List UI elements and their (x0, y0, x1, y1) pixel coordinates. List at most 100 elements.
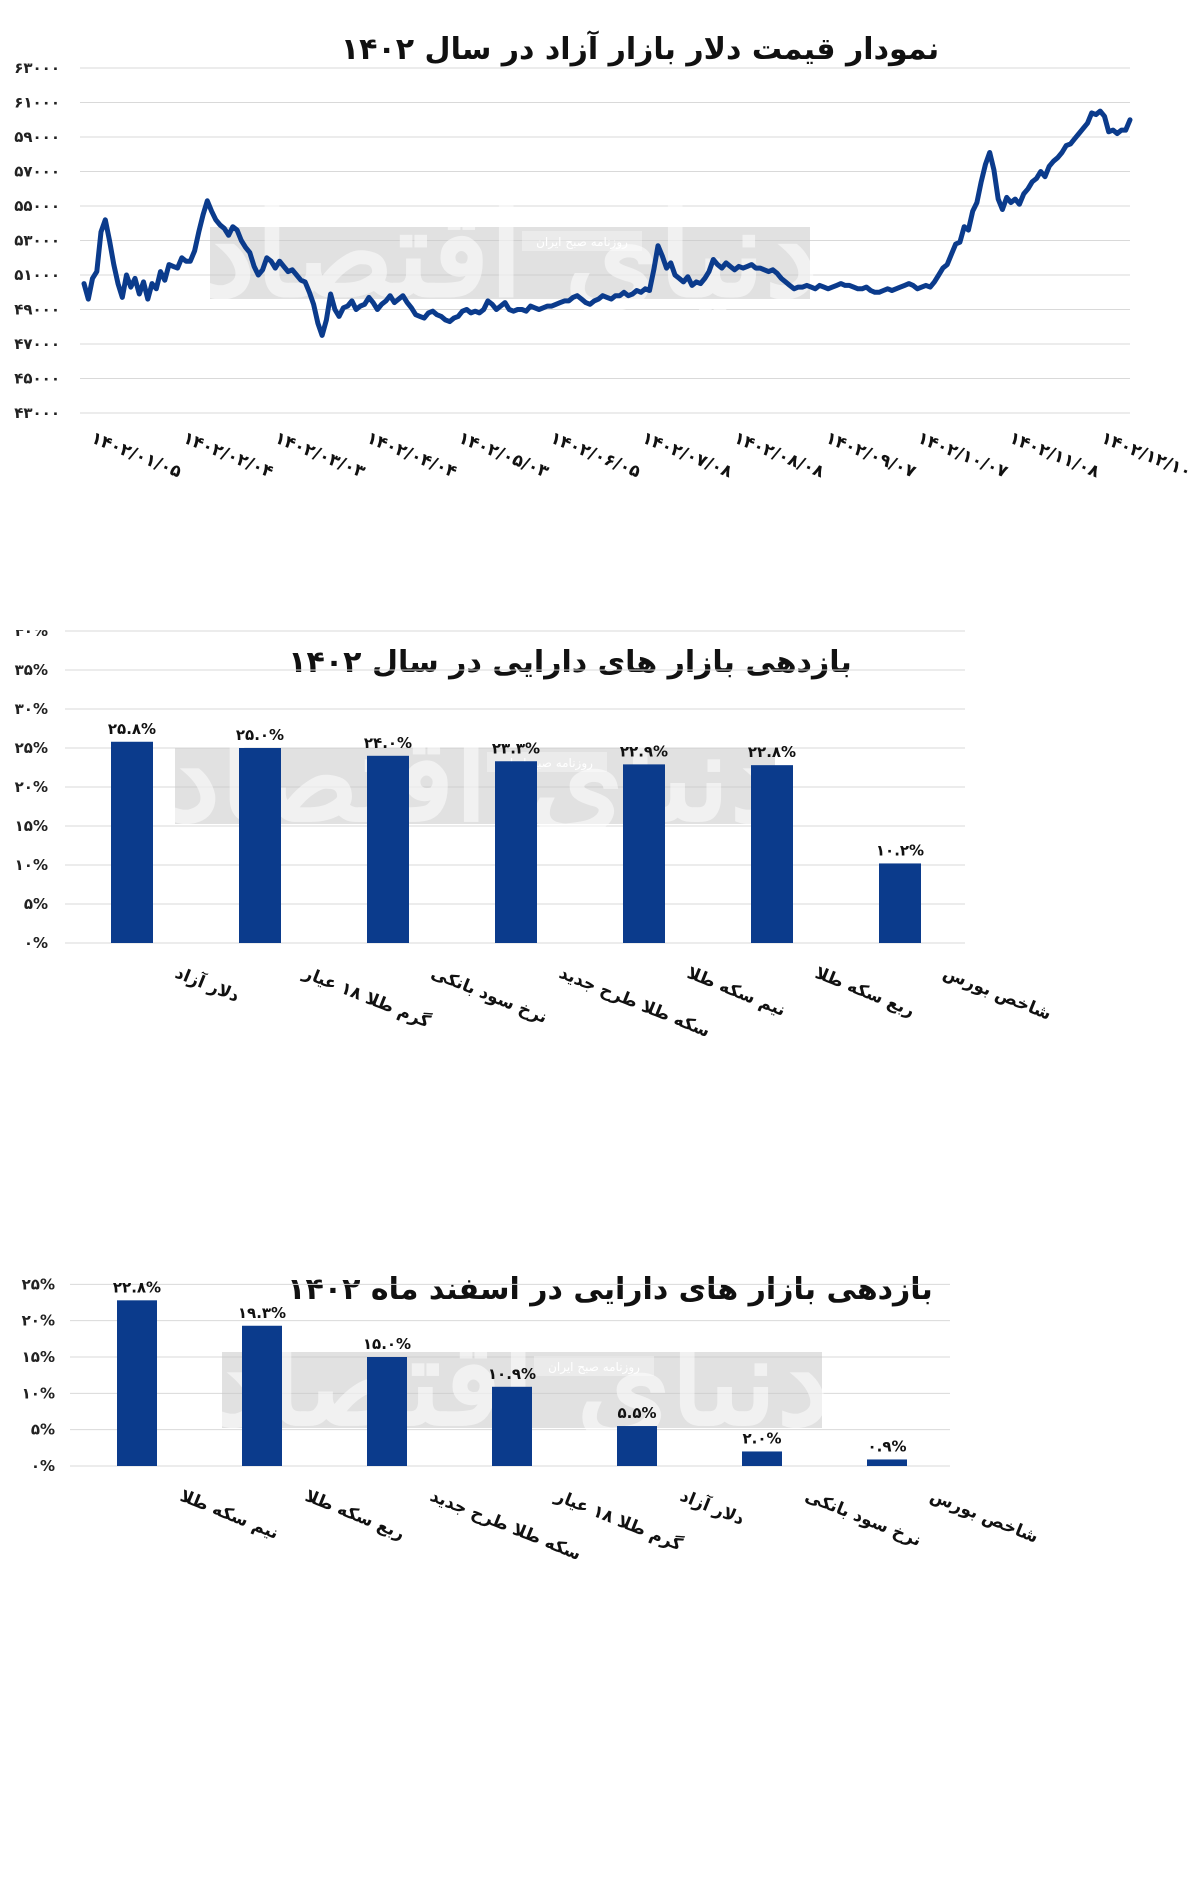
y-tick-label: ۳۵% (15, 661, 48, 679)
y-tick-label: ۴۹۰۰۰ (14, 301, 60, 319)
y-tick-label: ۲۰% (22, 1312, 55, 1330)
x-axis: نیم سکه طلا ربع سکه طلا سکه طلا طرح جدیدگر… (177, 1484, 1041, 1565)
x-tick-label: ۱۴۰۲/۰۲/۰۴ (180, 428, 276, 482)
y-tick-label: ۱۵% (22, 1348, 55, 1366)
x-tick-label: ۱۴۰۲/۰۶/۰۵ (547, 428, 643, 482)
x-tick-label: ۱۴۰۲/۱۱/۰۸ (1006, 428, 1103, 483)
x-tick-label: ۱۴۰۲/۰۱/۰۵ (88, 428, 184, 482)
y-tick-label: ۶۳۰۰۰ (14, 59, 60, 77)
y-tick-label: ۵% (24, 895, 48, 913)
y-tick-label: ۱۰% (15, 856, 48, 874)
x-tick-label: ۱۴۰۲/۰۷/۰۸ (639, 428, 736, 483)
data-label: ۲۵.۸% (108, 720, 156, 738)
category-label: نرخ سود بانکی (428, 963, 550, 1028)
bars: ۲۲.۸% ۱۹.۳% ۱۵.۰% ۱۰.۹% ۵.۵% ۲.۰% ۰.۹% (113, 1278, 907, 1466)
data-label: ۰.۹% (867, 1437, 906, 1455)
watermark-tag-box (534, 1356, 654, 1376)
x-axis: ۱۴۰۲/۰۱/۰۵۱۴۰۲/۰۲/۰۴۱۴۰۲/۰۳/۰۳۱۴۰۲/۰۴/۰۴… (88, 428, 1194, 483)
price-line (81, 108, 1133, 338)
y-tick-label: ۰% (24, 934, 48, 952)
y-tick-label: ۴۷۰۰۰ (14, 335, 60, 353)
bar (117, 1300, 157, 1466)
category-label: شاخص بورس (927, 1486, 1041, 1548)
x-tick-label: ۱۴۰۲/۰۵/۰۳ (455, 428, 552, 483)
bar (617, 1426, 657, 1466)
watermark-logo: دنیای اقتصاد (202, 183, 818, 324)
y-axis: ۰%۵%۱۰%۱۵%۲۰%۲۵%۳۰%۳۵%۴۰%۴۵% (15, 630, 48, 952)
category-label: ربع سکه طلا (302, 1486, 407, 1544)
x-tick-label: ۱۴۰۲/۰۹/۰۷ (823, 428, 920, 483)
bars: ۲۵.۸% ۲۵.۰% ۲۴.۰% ۲۳.۳% ۲۲.۹% ۲۲.۸% ۱۰.۲% (108, 720, 924, 943)
bar (495, 761, 537, 943)
y-tick-label: ۵۱۰۰۰ (14, 266, 60, 284)
data-label: ۱۰.۲% (876, 841, 924, 859)
data-label: ۲۳.۳% (492, 739, 540, 757)
plot-area (81, 108, 1133, 338)
bar (867, 1459, 907, 1466)
data-label: ۵.۵% (617, 1404, 656, 1422)
data-label: ۱۰.۹% (488, 1365, 536, 1383)
bar (879, 863, 921, 943)
bar (367, 755, 409, 943)
data-label: ۲۲.۸% (113, 1278, 161, 1296)
chart-title: نمودار قیمت دلار بازار آزاد در سال ۱۴۰۲ (341, 30, 939, 67)
data-label: ۲.۰% (742, 1429, 781, 1447)
y-tick-label: ۴۵۰۰۰ (14, 370, 60, 388)
x-tick-label: ۱۴۰۲/۱۲/۱۰ (1098, 428, 1194, 482)
x-tick-label: ۱۴۰۲/۱۰/۰۷ (914, 428, 1011, 483)
x-tick-label: ۱۴۰۲/۰۴/۰۴ (364, 428, 460, 482)
y-tick-label: ۵۵۰۰۰ (14, 197, 60, 215)
bar (367, 1357, 407, 1466)
x-tick-label: ۱۴۰۲/۰۸/۰۸ (731, 428, 828, 483)
y-axis: ۰%۵%۱۰%۱۵%۲۰%۲۵%۳۰%۳۵%۴۰%۴۵% (22, 1275, 55, 1475)
category-label: دلار آزاد (677, 1484, 748, 1530)
bar (492, 1386, 532, 1466)
watermark-tag-box (522, 231, 642, 251)
bar (239, 748, 281, 943)
category-label: ربع سکه طلا (812, 963, 917, 1021)
chart-title: بازدهی بازار های دارایی در سال ۱۴۰۲ (288, 645, 852, 680)
category-label: نیم سکه طلا (177, 1486, 281, 1544)
watermark-tag: روزنامه صبح ایران (548, 1360, 640, 1375)
y-tick-label: ۴۳۰۰۰ (14, 404, 60, 422)
data-label: ۲۵.۰% (236, 726, 284, 744)
y-tick-label: ۲۰% (15, 778, 48, 796)
y-tick-label: ۲۵% (15, 739, 48, 757)
y-tick-label: ۳۰% (15, 700, 48, 718)
y-tick-label: ۵۷۰۰۰ (14, 163, 60, 181)
esfand-returns-bar-chart: بازدهی بازار های دارایی در اسفند ماه ۱۴۰… (22, 1272, 1041, 1565)
dollar-price-line-chart: نمودار قیمت دلار بازار آزاد در سال ۱۴۰۲ … (14, 30, 1194, 483)
watermark-tag: روزنامه صبح ایران (536, 235, 628, 250)
category-label: دلار آزاد (172, 961, 243, 1007)
bar (742, 1451, 782, 1466)
category-label: نرخ سود بانکی (802, 1486, 924, 1551)
data-label: ۲۴.۰% (364, 734, 412, 752)
y-tick-label: ۰% (31, 1457, 55, 1475)
y-tick-label: ۶۱۰۰۰ (14, 94, 60, 112)
bar (623, 764, 665, 943)
y-tick-label: ۵% (31, 1421, 55, 1439)
data-label: ۱۹.۳% (238, 1304, 286, 1322)
x-tick-label: ۱۴۰۲/۰۳/۰۳ (272, 428, 369, 483)
bar (242, 1325, 282, 1466)
y-tick-label: ۱۵% (15, 817, 48, 835)
y-tick-label: ۵۹۰۰۰ (14, 128, 60, 146)
y-tick-label: ۲۵% (22, 1275, 55, 1293)
category-label: شاخص بورس (940, 963, 1054, 1025)
bar (111, 741, 153, 943)
y-tick-label: ۴۰% (15, 630, 48, 640)
y-tick-label: ۱۰% (22, 1384, 55, 1402)
data-label: ۱۵.۰% (363, 1335, 411, 1353)
chart-title: بازدهی بازار های دارایی در اسفند ماه ۱۴۰… (287, 1272, 933, 1307)
data-label: ۲۲.۹% (620, 742, 668, 760)
y-axis: ۴۳۰۰۰ ۴۵۰۰۰ ۴۷۰۰۰ ۴۹۰۰۰ ۵۱۰۰۰ ۵۳۰۰۰ ۵۵۰۰۰ ۵۷۰۰۰… (14, 59, 60, 422)
annual-returns-bar-chart: بازدهی بازار های دارایی در سال ۱۴۰۲ دنیا… (15, 630, 1054, 1042)
y-tick-label: ۵۳۰۰۰ (14, 232, 60, 250)
data-label: ۲۲.۸% (748, 743, 796, 761)
category-label: گرم طلا ۱۸ عیار (299, 962, 433, 1032)
category-label: نیم سکه طلا (684, 963, 788, 1021)
